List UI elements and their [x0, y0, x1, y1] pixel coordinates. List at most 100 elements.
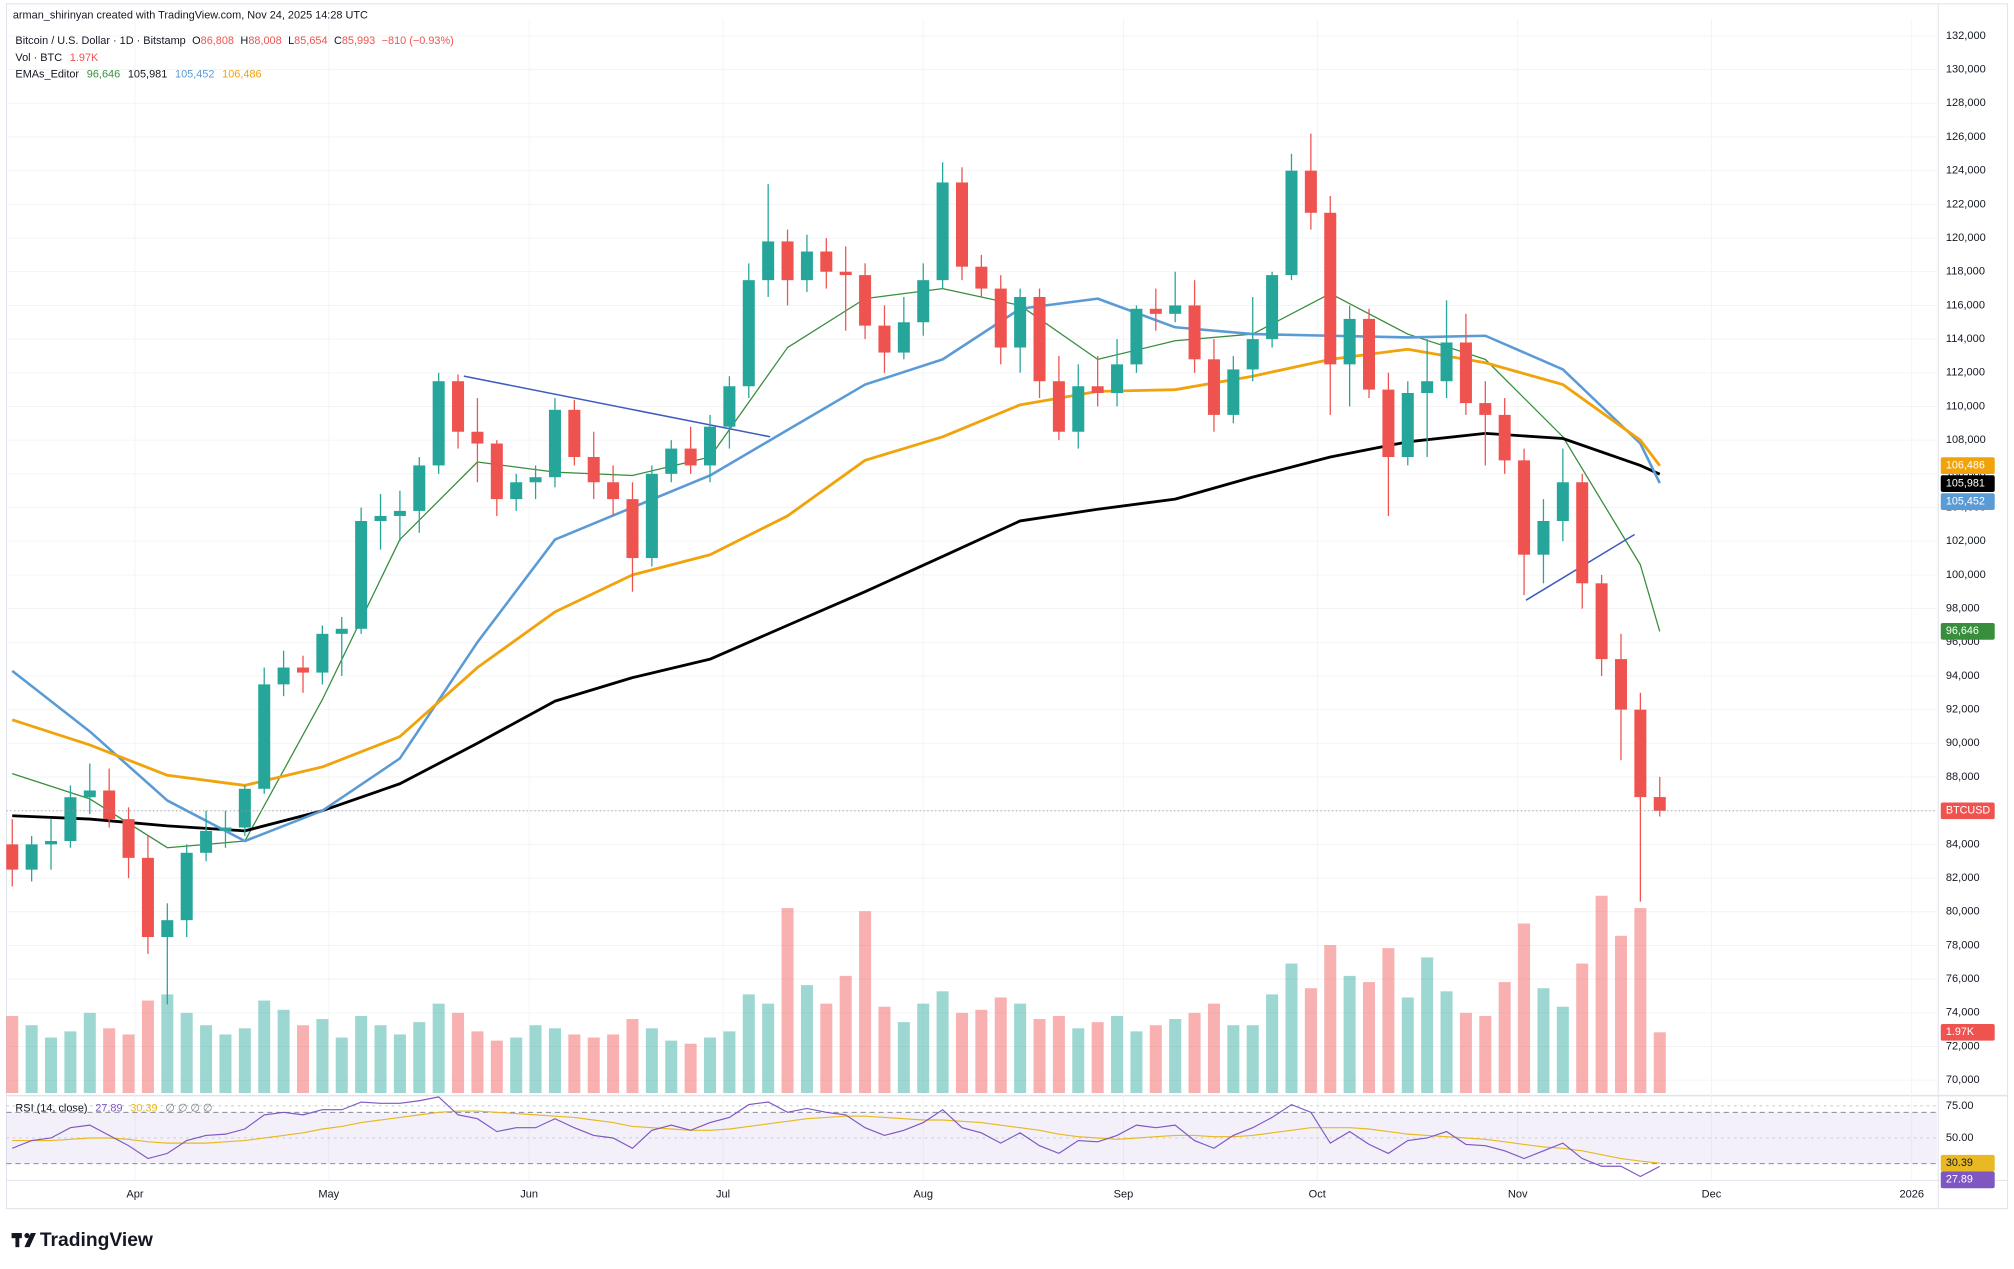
volume-bar: [490, 1040, 503, 1094]
candle-body: [568, 409, 581, 458]
y-tick-label: 100,000: [1946, 569, 1986, 581]
volume-bar: [6, 1015, 19, 1094]
candle-body: [529, 477, 542, 483]
candle-body: [1052, 381, 1065, 432]
candle-body: [1498, 414, 1511, 461]
y-tick-label: 102,000: [1946, 535, 1986, 547]
legend-title: Bitcoin / U.S. Dollar · 1D · Bitstamp: [15, 35, 185, 47]
legend-row: Vol · BTC 1.97K: [15, 52, 99, 64]
candle-body: [1285, 170, 1298, 276]
volume-bar: [238, 1028, 251, 1094]
volume-bar: [83, 1012, 96, 1094]
volume-bar: [684, 1043, 697, 1094]
candle-body: [413, 465, 426, 511]
volume-bar: [355, 1015, 368, 1094]
candle-body: [1479, 403, 1492, 415]
y-tick-label: 88,000: [1946, 771, 1980, 783]
candle-body: [1091, 386, 1104, 394]
volume-bar: [1130, 1031, 1143, 1094]
volume-bar: [1382, 948, 1395, 1094]
rsi-tag: 30.39: [1946, 1157, 1973, 1169]
y-tick-label: 92,000: [1946, 704, 1980, 716]
volume-bar: [1576, 963, 1589, 1094]
y-tick-label: 74,000: [1946, 1007, 1980, 1019]
candle-body: [645, 473, 658, 559]
volume-bar: [1595, 895, 1608, 1094]
volume-bar: [955, 1012, 968, 1094]
candle-body: [1537, 521, 1550, 555]
volume-bar: [219, 1034, 232, 1094]
volume-bar: [1091, 1022, 1104, 1094]
volume-bar: [296, 1025, 309, 1094]
volume-bar: [1033, 1019, 1046, 1094]
volume-bar: [645, 1028, 658, 1094]
candle-body: [510, 482, 523, 500]
volume: [6, 895, 1666, 1094]
rsi-tag: 27.89: [1946, 1174, 1973, 1186]
y-tick-label: 82,000: [1946, 872, 1980, 884]
rsi-extra: ∅ ∅ ∅ ∅: [165, 1102, 212, 1114]
volume-bar: [1479, 1015, 1492, 1094]
ema-tag: 105,981: [1946, 477, 1985, 489]
candle-body: [975, 266, 988, 289]
legend-row: RSI (14, close) 27.89 30.39 ∅ ∅ ∅ ∅: [15, 1102, 212, 1114]
volume-bar: [1324, 945, 1337, 1094]
candle-body: [607, 482, 620, 500]
candle-body: [103, 790, 116, 820]
volume-bar: [258, 1000, 271, 1094]
volume-tag: 1.97K: [1946, 1026, 1975, 1038]
volume-bar: [665, 1040, 678, 1094]
logo-mark: [24, 1233, 36, 1248]
volume-bar: [161, 994, 174, 1094]
volume-bar: [471, 1031, 484, 1094]
y-tick-label: 120,000: [1946, 232, 1986, 244]
frame: [5, 3, 2009, 1210]
candle-body: [374, 515, 387, 522]
ohlc-prefix: L: [288, 35, 294, 47]
ema-tag-box: [1940, 457, 1995, 475]
candle-body: [859, 275, 872, 326]
ema-value: 106,486: [222, 68, 261, 80]
ema-tag: 96,646: [1946, 625, 1979, 637]
y-tick-label: 78,000: [1946, 939, 1980, 951]
candle-body: [955, 182, 968, 267]
volume-bar: [122, 1034, 135, 1094]
candle-body: [1382, 389, 1395, 458]
candle-body: [665, 448, 678, 474]
volume-bar: [587, 1037, 600, 1094]
volume-bar: [1634, 908, 1647, 1094]
volume-bar: [529, 1025, 542, 1094]
x-tick-label: Dec: [1702, 1188, 1722, 1200]
candle-body: [742, 280, 755, 387]
candle-body: [704, 426, 717, 466]
candle-body: [994, 288, 1007, 348]
candle-body: [432, 381, 445, 466]
y-tick-label: 130,000: [1946, 64, 1986, 76]
volume-bar: [1518, 923, 1531, 1094]
volume-bar: [762, 1003, 775, 1094]
rsi: 75.00 50.00: [6, 1096, 1974, 1178]
volume-bar: [723, 1031, 736, 1094]
volume-bar: [820, 1003, 833, 1094]
rsi-tag-box: [1940, 1171, 1995, 1189]
candle-body: [684, 448, 697, 466]
ema-tag: 105,452: [1946, 495, 1985, 507]
volume-bar: [45, 1037, 58, 1094]
volume-bar: [975, 1009, 988, 1094]
x-tick-label: Jun: [520, 1188, 538, 1200]
volume-bar: [1537, 988, 1550, 1094]
ohlc-prefix: O: [192, 35, 200, 47]
volume-bar: [335, 1037, 348, 1094]
y-tick-label: 124,000: [1946, 165, 1986, 177]
y-tick-label: 72,000: [1946, 1040, 1980, 1052]
ohlc-prefix: C: [334, 35, 342, 47]
ema-tag: 106,486: [1946, 460, 1985, 472]
volume-bar: [432, 1003, 445, 1094]
y-tick-label: 126,000: [1946, 131, 1986, 143]
y-tick-label: 112,000: [1946, 367, 1985, 379]
volume-bar: [607, 1034, 620, 1094]
y-tick-label: 132,000: [1946, 30, 1986, 42]
symbol-tag: BTCUSD: [1946, 805, 1990, 817]
